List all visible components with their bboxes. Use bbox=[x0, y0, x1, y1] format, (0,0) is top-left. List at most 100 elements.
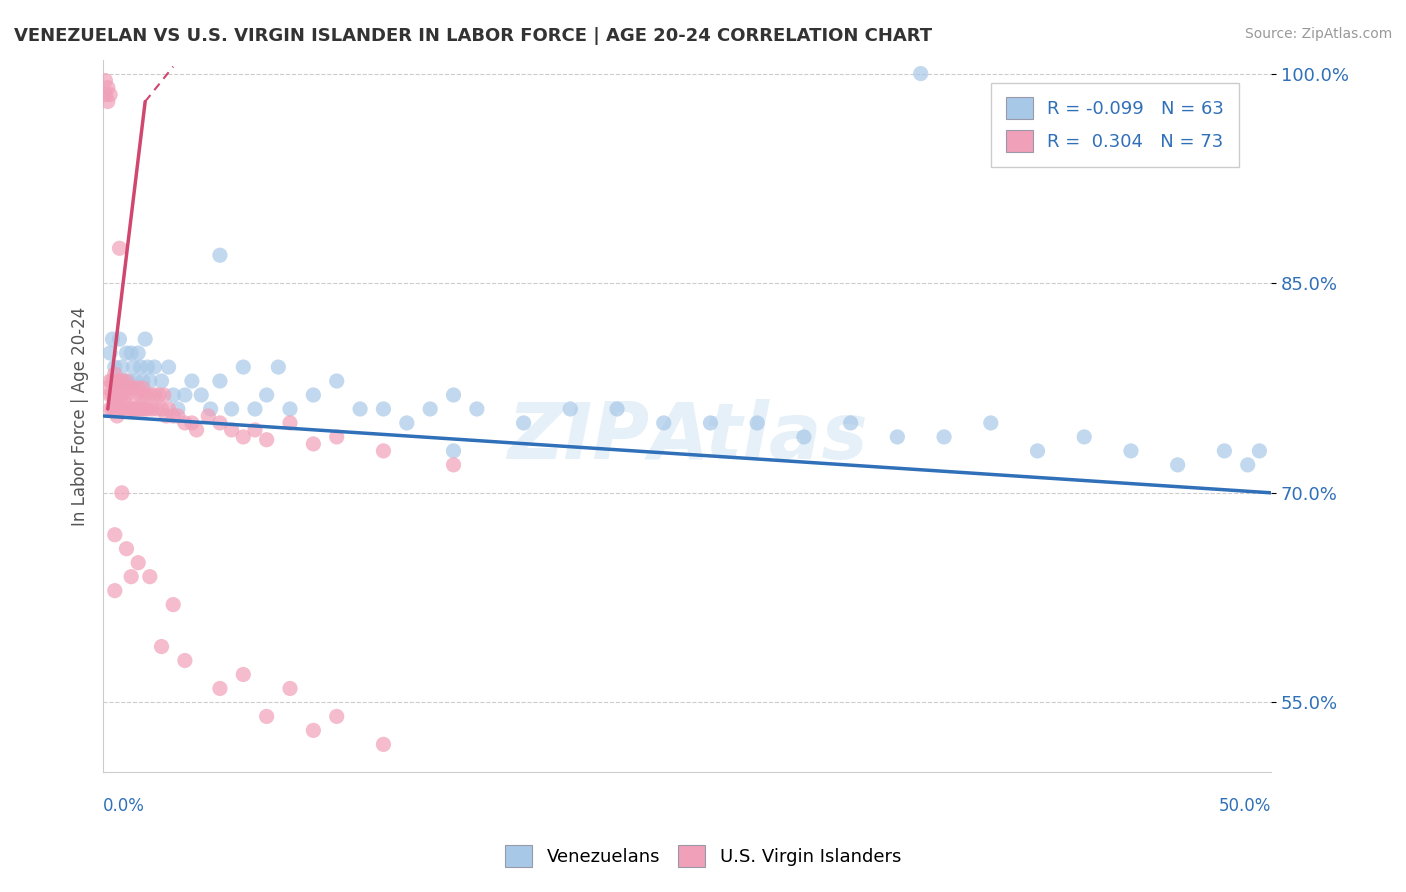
Point bbox=[910, 66, 932, 80]
Point bbox=[120, 346, 142, 360]
Point bbox=[122, 381, 145, 395]
Point bbox=[190, 388, 212, 402]
Point bbox=[256, 433, 278, 447]
Point bbox=[125, 388, 148, 402]
Point bbox=[1167, 458, 1189, 472]
Point bbox=[302, 723, 325, 738]
Point bbox=[443, 443, 465, 458]
Point bbox=[173, 416, 195, 430]
Point bbox=[94, 73, 117, 87]
Point bbox=[94, 87, 117, 102]
Point bbox=[162, 409, 184, 423]
Point bbox=[155, 409, 177, 423]
Point bbox=[278, 416, 301, 430]
Point bbox=[208, 416, 231, 430]
Point bbox=[1249, 443, 1271, 458]
Point bbox=[97, 95, 120, 109]
Point bbox=[221, 401, 243, 416]
Point bbox=[108, 401, 131, 416]
Point bbox=[104, 381, 127, 395]
Point bbox=[120, 381, 142, 395]
Point bbox=[134, 401, 156, 416]
Point bbox=[111, 374, 134, 388]
Point bbox=[747, 416, 769, 430]
Point bbox=[129, 359, 152, 374]
Point bbox=[180, 416, 202, 430]
Point bbox=[108, 332, 131, 346]
Point bbox=[443, 388, 465, 402]
Text: VENEZUELAN VS U.S. VIRGIN ISLANDER IN LABOR FORCE | AGE 20-24 CORRELATION CHART: VENEZUELAN VS U.S. VIRGIN ISLANDER IN LA… bbox=[14, 27, 932, 45]
Point bbox=[1119, 443, 1142, 458]
Point bbox=[104, 401, 127, 416]
Point bbox=[120, 569, 142, 583]
Point bbox=[134, 388, 156, 402]
Point bbox=[120, 401, 142, 416]
Point bbox=[111, 485, 134, 500]
Point bbox=[267, 359, 290, 374]
Point bbox=[132, 401, 155, 416]
Point bbox=[186, 423, 208, 437]
Point bbox=[105, 409, 128, 423]
Point bbox=[232, 359, 254, 374]
Point bbox=[208, 374, 231, 388]
Point bbox=[150, 401, 173, 416]
Point bbox=[886, 430, 908, 444]
Point bbox=[129, 401, 152, 416]
Point bbox=[221, 423, 243, 437]
Legend: R = -0.099   N = 63, R =  0.304   N = 73: R = -0.099 N = 63, R = 0.304 N = 73 bbox=[991, 83, 1239, 167]
Point bbox=[208, 248, 231, 262]
Point bbox=[278, 401, 301, 416]
Point bbox=[980, 416, 1002, 430]
Point bbox=[325, 709, 347, 723]
Point bbox=[118, 374, 141, 388]
Point bbox=[104, 367, 127, 381]
Point bbox=[115, 374, 138, 388]
Point bbox=[153, 388, 176, 402]
Point bbox=[132, 381, 155, 395]
Point bbox=[105, 381, 128, 395]
Point bbox=[104, 527, 127, 541]
Point bbox=[125, 374, 148, 388]
Point bbox=[232, 667, 254, 681]
Point bbox=[839, 416, 862, 430]
Point bbox=[302, 388, 325, 402]
Text: Source: ZipAtlas.com: Source: ZipAtlas.com bbox=[1244, 27, 1392, 41]
Point bbox=[157, 359, 180, 374]
Point bbox=[512, 416, 534, 430]
Point bbox=[243, 423, 266, 437]
Point bbox=[162, 598, 184, 612]
Point bbox=[108, 241, 131, 255]
Point bbox=[148, 388, 170, 402]
Point bbox=[104, 583, 127, 598]
Point bbox=[139, 374, 162, 388]
Point bbox=[127, 346, 149, 360]
Point bbox=[180, 374, 202, 388]
Point bbox=[127, 401, 149, 416]
Point bbox=[419, 401, 441, 416]
Text: 0.0%: 0.0% bbox=[103, 797, 145, 815]
Point bbox=[97, 381, 120, 395]
Point bbox=[104, 388, 127, 402]
Point bbox=[134, 332, 156, 346]
Point bbox=[395, 416, 418, 430]
Point bbox=[167, 401, 190, 416]
Point bbox=[127, 556, 149, 570]
Point bbox=[132, 374, 155, 388]
Text: 50.0%: 50.0% bbox=[1219, 797, 1271, 815]
Point bbox=[115, 388, 138, 402]
Point bbox=[256, 388, 278, 402]
Point bbox=[208, 681, 231, 696]
Point bbox=[98, 388, 121, 402]
Point bbox=[200, 401, 222, 416]
Point bbox=[197, 409, 219, 423]
Point bbox=[652, 416, 675, 430]
Point bbox=[125, 401, 148, 416]
Point bbox=[136, 359, 159, 374]
Point bbox=[162, 388, 184, 402]
Point bbox=[167, 409, 190, 423]
Point bbox=[278, 681, 301, 696]
Point bbox=[108, 374, 131, 388]
Point bbox=[105, 374, 128, 388]
Y-axis label: In Labor Force | Age 20-24: In Labor Force | Age 20-24 bbox=[72, 306, 89, 525]
Point bbox=[115, 346, 138, 360]
